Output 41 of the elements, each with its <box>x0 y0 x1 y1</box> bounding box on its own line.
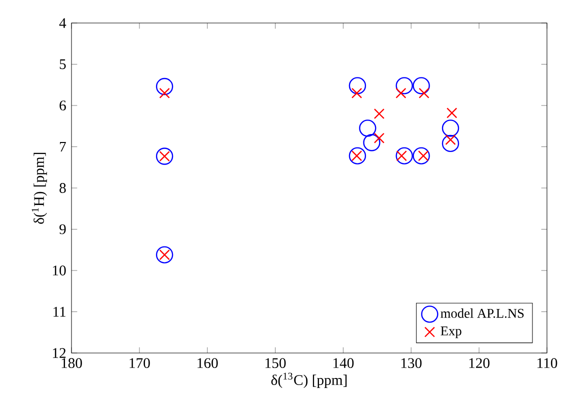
point <box>348 147 366 164</box>
y-tick-label: 10 <box>52 266 66 276</box>
point <box>442 134 460 152</box>
point <box>351 88 362 98</box>
y-tick-label: 4 <box>59 18 66 28</box>
y-tick-label: 11 <box>54 306 66 317</box>
legend-label: Exp <box>440 326 462 338</box>
point <box>396 77 413 94</box>
y-tick-label: 9 <box>59 224 66 234</box>
y-tick-label: 5 <box>60 59 66 70</box>
point <box>396 88 406 98</box>
point <box>156 148 174 165</box>
x-axis-title: δ($^{13}$C) [ppm] <box>271 372 347 388</box>
point <box>396 147 413 164</box>
point <box>374 108 385 120</box>
point <box>374 132 385 144</box>
x-tick-label: 140 <box>333 358 354 368</box>
x-tick-label: 110 <box>538 358 558 368</box>
x-tick-label: 120 <box>469 358 490 368</box>
x-tick-label: 160 <box>198 358 218 368</box>
point <box>348 77 366 94</box>
point <box>156 78 174 96</box>
x-tick-label: 150 <box>266 358 286 368</box>
point <box>359 120 376 137</box>
point <box>418 88 430 98</box>
y-tick-label: 6 <box>60 100 66 110</box>
y-axis-title: δ($^{1}$H) [ppm] <box>32 152 47 224</box>
point <box>159 88 170 98</box>
point <box>442 120 460 137</box>
point <box>156 246 174 264</box>
y-tick-label: 12 <box>52 348 66 358</box>
point <box>446 108 458 118</box>
y-tick-label: 7 <box>60 142 66 152</box>
x-tick-label: 130 <box>401 358 422 368</box>
x-tick-label: 180 <box>62 358 82 368</box>
x-tick-label: 170 <box>130 358 150 368</box>
point <box>412 77 430 94</box>
point <box>363 134 380 152</box>
legend-label: model AP.L.NS <box>440 308 524 318</box>
point <box>412 147 430 164</box>
y-tick-label: 8 <box>60 183 66 193</box>
